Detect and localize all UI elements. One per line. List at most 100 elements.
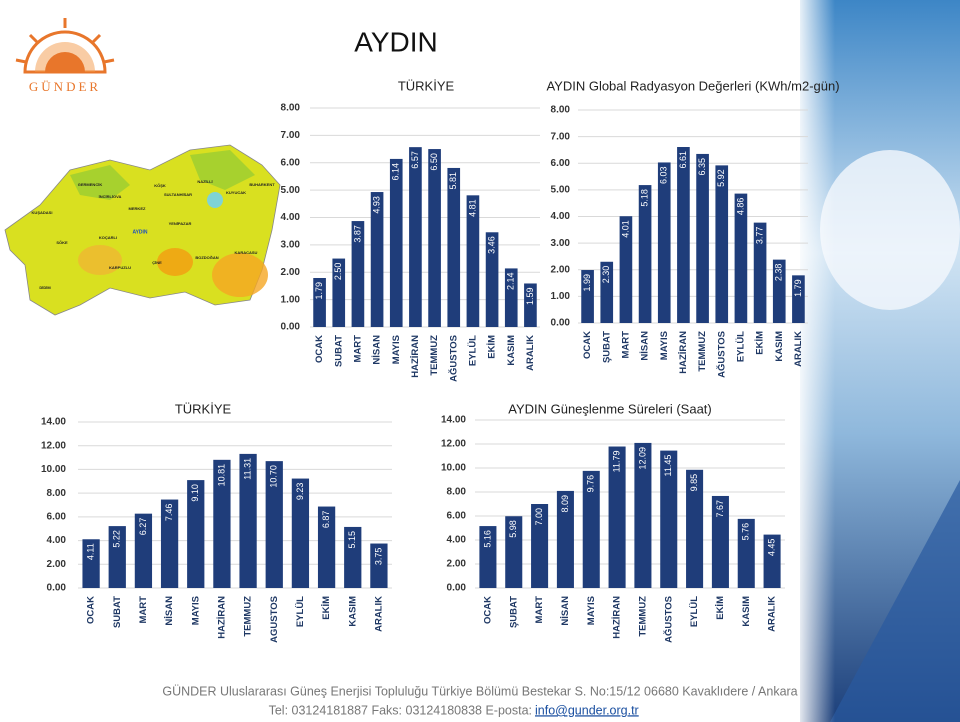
- bar: [634, 442, 652, 588]
- y-tick-label: 1.00: [551, 291, 571, 302]
- bar: [134, 513, 153, 588]
- value-label: 4.11: [85, 543, 95, 560]
- value-label: 1.99: [582, 274, 592, 292]
- logo-text: GÜNDER: [29, 79, 101, 94]
- bar: [531, 504, 549, 588]
- y-tick-label: 8.00: [551, 105, 571, 116]
- x-tick-label: NİSAN: [560, 596, 571, 626]
- x-tick-label: MAYIS: [586, 596, 597, 625]
- value-label: 2.38: [774, 264, 784, 282]
- value-label: 3.77: [754, 227, 764, 245]
- bar: [734, 193, 748, 323]
- y-tick-label: 2.00: [447, 559, 467, 570]
- value-label: 7.67: [715, 500, 725, 518]
- bar: [524, 283, 537, 327]
- image-fade: [795, 0, 835, 722]
- map-label: MERKEZ: [129, 206, 146, 211]
- y-tick-label: 8.00: [47, 488, 67, 499]
- value-label: 6.57: [410, 151, 420, 169]
- value-label: 5.92: [716, 169, 726, 187]
- x-tick-label: MART: [138, 596, 149, 624]
- y-tick-label: 4.00: [47, 535, 67, 546]
- map-label: GERMENCİK: [78, 182, 103, 187]
- y-tick-label: 12.00: [441, 439, 466, 450]
- bar: [504, 268, 518, 327]
- value-label: 2.50: [333, 263, 343, 281]
- bar: [737, 518, 755, 588]
- y-tick-label: 8.00: [447, 487, 467, 498]
- x-tick-label: ŞUBAT: [601, 331, 612, 363]
- map-label: İNCİRLİOVA: [99, 194, 122, 199]
- y-tick-label: 3.00: [281, 240, 301, 251]
- bar: [466, 195, 480, 327]
- map-label: ÇİNE: [152, 260, 162, 265]
- bar: [600, 261, 614, 323]
- bar: [792, 275, 805, 323]
- value-label: 6.61: [678, 151, 688, 169]
- value-label: 4.01: [620, 220, 630, 238]
- chart: TÜRKİYE 0.00 1.00 2.00 3.00 4.00 5.00 6.00 7.00 8…: [281, 78, 540, 382]
- value-label: 1.59: [525, 287, 535, 305]
- y-tick-label: 0.00: [47, 583, 67, 594]
- value-label: 11.79: [611, 451, 621, 473]
- x-tick-label: AGUSTOS: [269, 596, 280, 643]
- value-label: 12.09: [637, 447, 647, 470]
- x-tick-label: ARALIK: [767, 596, 778, 632]
- map-label: SÖKE: [56, 240, 68, 245]
- value-label: 5.22: [112, 530, 122, 548]
- bar: [344, 526, 362, 588]
- value-label: 6.03: [659, 166, 669, 184]
- value-label: 6.35: [697, 158, 707, 176]
- x-tick-label: SUBAT: [112, 596, 123, 628]
- footer-email[interactable]: info@gunder.org.tr: [535, 703, 639, 717]
- value-label: 8.09: [560, 495, 570, 513]
- value-label: 2.30: [601, 266, 611, 284]
- map-label: KOÇARLI: [99, 235, 117, 240]
- bar: [409, 147, 422, 327]
- bar: [660, 450, 678, 588]
- bar: [556, 490, 574, 588]
- value-label: 11.31: [242, 458, 252, 480]
- value-label: 1.79: [314, 282, 324, 300]
- y-tick-label: 6.00: [281, 157, 301, 168]
- value-label: 6.27: [138, 518, 148, 536]
- value-label: 10.81: [216, 464, 226, 487]
- x-tick-label: MAYIS: [190, 596, 201, 625]
- x-tick-label: EKİM: [715, 596, 726, 620]
- y-tick-label: 4.00: [551, 211, 571, 222]
- x-tick-label: KASIM: [741, 596, 752, 627]
- x-tick-label: ARALIK: [793, 331, 804, 367]
- value-label: 4.45: [766, 539, 776, 557]
- value-label: 9.23: [295, 483, 305, 501]
- map-label: BOZDOĞAN: [195, 255, 218, 260]
- bar: [696, 153, 709, 323]
- footer-contact: Tel: 03124181887 Faks: 03124180838 E-pos…: [269, 703, 532, 717]
- x-tick-label: HAZİRAN: [612, 596, 623, 639]
- bar: [619, 216, 633, 323]
- bar: [82, 539, 100, 588]
- x-tick-label: EYLÜL: [295, 596, 306, 627]
- y-tick-label: 5.00: [281, 185, 301, 196]
- x-tick-label: NİSAN: [372, 335, 383, 365]
- bar: [485, 232, 499, 327]
- x-tick-label: KASIM: [774, 331, 785, 362]
- x-tick-label: TEMMUZ: [697, 331, 708, 372]
- y-tick-label: 14.00: [41, 417, 66, 428]
- map-label: KARPUZLU: [109, 265, 131, 270]
- bar: [657, 162, 671, 323]
- y-tick-label: 3.00: [551, 238, 571, 249]
- x-tick-label: EYLÜL: [467, 335, 478, 366]
- x-tick-label: EKİM: [755, 331, 766, 355]
- x-tick-label: ARALIK: [525, 335, 536, 371]
- map-label: KUYUCAK: [226, 190, 246, 195]
- y-tick-label: 0.00: [551, 318, 571, 329]
- value-label: 1.79: [793, 279, 803, 297]
- chart: AYDIN Global Radyasyon Değerleri (KWh/m2…: [546, 78, 839, 377]
- x-tick-label: HAZİRAN: [410, 335, 421, 378]
- x-tick-label: HAZİRAN: [216, 596, 227, 639]
- chart-title: AYDIN Global Radyasyon Değerleri (KWh/m2…: [546, 78, 839, 93]
- bar: [715, 165, 729, 323]
- bar: [505, 516, 523, 588]
- slide-title: AYDIN: [354, 26, 438, 57]
